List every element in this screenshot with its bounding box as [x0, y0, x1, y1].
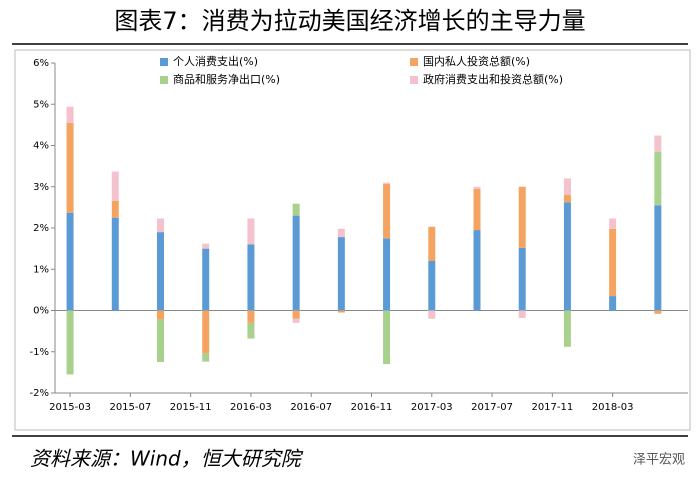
- bar-segment: [247, 310, 255, 323]
- bar-segment: [247, 322, 255, 339]
- source-note: 资料来源：Wind，恒大研究院: [30, 447, 304, 471]
- y-tick-label: 1%: [33, 264, 49, 275]
- bar-segment: [473, 186, 481, 189]
- bar-segment: [428, 310, 436, 319]
- legend-swatch: [160, 58, 168, 66]
- x-tick-label: 2015-07: [109, 402, 151, 413]
- y-tick-label: 4%: [33, 141, 49, 152]
- x-tick-label: 2016-03: [230, 402, 272, 413]
- bar-segment: [428, 226, 436, 261]
- bar-segment: [202, 310, 210, 354]
- y-tick-label: 2%: [33, 223, 49, 234]
- bar-segment: [157, 218, 164, 233]
- x-tick-label: 2015-03: [49, 402, 91, 413]
- bar-segment: [247, 218, 255, 245]
- bar-segment: [157, 319, 164, 363]
- y-tick-label: 5%: [33, 99, 49, 110]
- bar-segment: [383, 182, 391, 184]
- x-tick-label: 2016-07: [290, 402, 332, 413]
- x-tick-label: 2018-03: [592, 402, 634, 413]
- legend-swatch: [160, 76, 168, 84]
- bar-segment: [563, 178, 571, 195]
- y-tick-label: 3%: [33, 182, 49, 193]
- bar-segment: [563, 195, 571, 203]
- bar-segment: [383, 183, 391, 239]
- bar-segment: [292, 203, 300, 216]
- bar-segment: [66, 106, 74, 123]
- bar-segment: [157, 310, 164, 320]
- legend-label: 个人消费支出(%): [173, 54, 258, 68]
- x-tick-label: 2015-11: [170, 402, 212, 413]
- bar-segment: [654, 205, 662, 311]
- bar-segment: [609, 228, 617, 297]
- bar-segment: [157, 232, 164, 311]
- bar-segment: [66, 212, 74, 311]
- bar-segment: [247, 244, 255, 311]
- bar-segment: [609, 296, 617, 311]
- x-tick-label: 2017-07: [471, 402, 513, 413]
- watermark: 泽平宏观: [633, 453, 685, 468]
- legend-label: 商品和服务净出口(%): [173, 72, 280, 86]
- bar-segment: [337, 237, 345, 311]
- plot-frame: [14, 49, 691, 431]
- bar-segment: [654, 151, 662, 206]
- bar-segment: [428, 261, 436, 311]
- bar-segment: [111, 217, 119, 311]
- y-tick-label: 6%: [33, 58, 49, 69]
- legend-swatch: [410, 76, 418, 84]
- bar-segment: [654, 310, 662, 314]
- bar-segment: [337, 228, 345, 238]
- bar-segment: [292, 310, 300, 319]
- x-tick-label: 2017-11: [531, 402, 573, 413]
- bar-segment: [473, 230, 481, 311]
- bar-segment: [383, 310, 391, 365]
- bar-segment: [202, 353, 210, 362]
- x-tick-label: 2016-11: [351, 402, 393, 413]
- bar-segment: [473, 188, 481, 231]
- bar-segment: [66, 310, 74, 375]
- y-tick-label: -2%: [30, 388, 49, 399]
- legend-swatch: [410, 58, 418, 66]
- bar-segment: [609, 218, 617, 229]
- bar-segment: [518, 310, 526, 318]
- bar-segment: [202, 248, 210, 311]
- bar-segment: [111, 171, 119, 201]
- bar-segment: [292, 318, 300, 323]
- bar-segment: [383, 238, 391, 311]
- legend-label: 政府消费支出和投资总额(%): [423, 72, 563, 86]
- bar-segment: [292, 215, 300, 311]
- y-tick-label: -1%: [30, 347, 49, 358]
- bar-segment: [518, 247, 526, 311]
- bar-segment: [111, 200, 119, 218]
- bar-segment: [654, 135, 662, 152]
- bar-segment: [202, 243, 210, 249]
- bar-segment: [563, 202, 571, 311]
- bar-segment: [337, 310, 345, 313]
- legend-label: 国内私人投资总额(%): [423, 54, 530, 68]
- bar-segment: [66, 122, 74, 213]
- bar-segment: [563, 310, 571, 347]
- y-tick-label: 0%: [33, 306, 49, 317]
- x-tick-label: 2017-03: [411, 402, 453, 413]
- chart-title: 图表7：消费为拉动美国经济增长的主导力量: [114, 7, 585, 35]
- bar-segment: [518, 186, 526, 248]
